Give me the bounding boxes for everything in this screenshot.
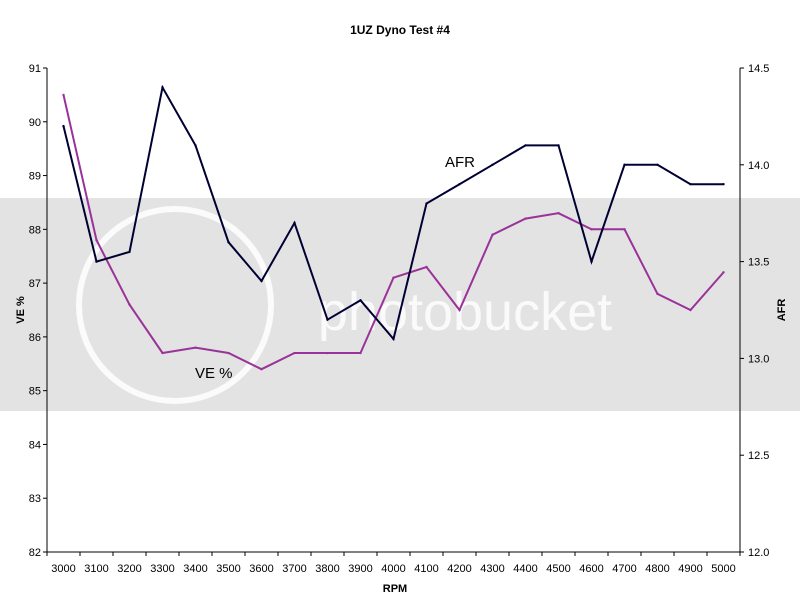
data-point-afr [62, 124, 65, 128]
x-tick-label: 3900 [348, 563, 372, 575]
y-right-tick-label: 12.5 [748, 450, 769, 462]
y-left-tick-label: 84 [29, 439, 41, 451]
y-left-tick-label: 82 [29, 547, 41, 559]
x-tick-label: 3300 [150, 563, 174, 575]
y-right-tick-label: 14.0 [748, 160, 769, 172]
data-point-afr [590, 260, 593, 263]
data-point-ve [590, 228, 593, 231]
data-point-afr [194, 144, 197, 147]
chart-title: 1UZ Dyno Test #4 [350, 23, 450, 37]
data-point-ve [623, 228, 626, 231]
data-point-afr [128, 250, 131, 254]
x-tick-label: 4700 [612, 563, 636, 575]
axes: 82 83 84 85 86 87 88 89 90 91 12.0 12.5 13.0 13.5 14.0… [29, 63, 770, 575]
annotation-ve: VE % [195, 365, 233, 382]
data-point-afr [458, 182, 461, 186]
x-tick-label: 4500 [546, 563, 570, 575]
x-tick-label: 4000 [381, 563, 405, 575]
data-point-ve [689, 308, 692, 312]
y-left-tick-label: 87 [29, 278, 41, 290]
data-point-afr [524, 144, 527, 147]
y-left-tick-label: 90 [29, 117, 41, 129]
y-axis-right-label: AFR [776, 299, 788, 322]
x-tick-label: 3400 [183, 563, 207, 575]
x-tick-label: 4100 [414, 563, 438, 575]
y-left-tick-label: 86 [29, 332, 41, 344]
data-point-afr [95, 260, 98, 263]
x-tick-label: 3200 [117, 563, 141, 575]
data-point-afr [722, 182, 725, 186]
data-point-ve [326, 351, 329, 355]
y-left-tick-label: 85 [29, 386, 41, 398]
data-point-ve [128, 303, 131, 306]
data-point-ve [293, 351, 296, 355]
data-point-afr [326, 318, 329, 321]
x-tick-label: 3000 [51, 563, 75, 575]
annotation-afr: AFR [445, 154, 475, 171]
data-point-ve [722, 271, 725, 274]
y-right-tick-label: 13.5 [748, 257, 769, 269]
data-point-ve [359, 351, 362, 355]
x-tick-label: 3600 [249, 563, 273, 575]
x-tick-label: 3700 [282, 563, 306, 575]
data-point-afr [161, 86, 164, 89]
y-left-tick-label: 89 [29, 171, 41, 183]
y-right-tick-label: 14.5 [748, 63, 769, 75]
y-axis-left-label: VE % [15, 296, 27, 324]
y-left-tick-label: 91 [29, 63, 41, 75]
watermark-text: photobucket [318, 282, 612, 342]
data-point-afr [623, 163, 626, 166]
y-left-tick-label: 88 [29, 224, 41, 236]
data-point-ve [62, 93, 65, 97]
data-point-afr [260, 279, 263, 283]
x-tick-label: 4600 [579, 563, 603, 575]
data-point-afr [425, 202, 428, 205]
data-point-ve [392, 276, 395, 279]
x-tick-label: 3100 [84, 563, 108, 575]
data-point-ve [656, 292, 659, 296]
x-axis-label: RPM [383, 583, 407, 595]
data-point-ve [458, 308, 461, 312]
data-point-afr [359, 299, 362, 302]
x-tick-label: 4900 [678, 563, 702, 575]
y-right-tick-label: 13.0 [748, 353, 769, 365]
data-point-afr [293, 221, 296, 225]
series-layer [62, 84, 725, 371]
data-point-ve [524, 217, 527, 220]
x-tick-label: 5000 [711, 563, 735, 575]
data-point-ve [425, 265, 428, 269]
data-point-ve [161, 351, 164, 355]
x-tick-label: 4300 [480, 563, 504, 575]
x-tick-label: 4200 [447, 563, 471, 575]
data-point-afr [689, 182, 692, 186]
x-tick-label: 4400 [513, 563, 537, 575]
data-point-afr [656, 163, 659, 166]
data-point-ve [227, 351, 230, 355]
data-point-afr [491, 163, 494, 166]
watermark-circle [76, 206, 274, 404]
y-left-tick-label: 83 [29, 493, 41, 505]
data-point-ve [194, 346, 197, 349]
data-point-ve [260, 367, 263, 371]
data-point-ve [491, 233, 494, 236]
x-tick-label: 3800 [315, 563, 339, 575]
data-point-afr [557, 144, 560, 147]
x-tick-label: 4800 [645, 563, 669, 575]
data-point-afr [227, 241, 230, 244]
y-right-tick-label: 12.0 [748, 547, 769, 559]
data-point-ve [557, 212, 560, 215]
x-tick-label: 3500 [216, 563, 240, 575]
data-point-ve [95, 238, 98, 242]
data-point-afr [392, 337, 395, 341]
